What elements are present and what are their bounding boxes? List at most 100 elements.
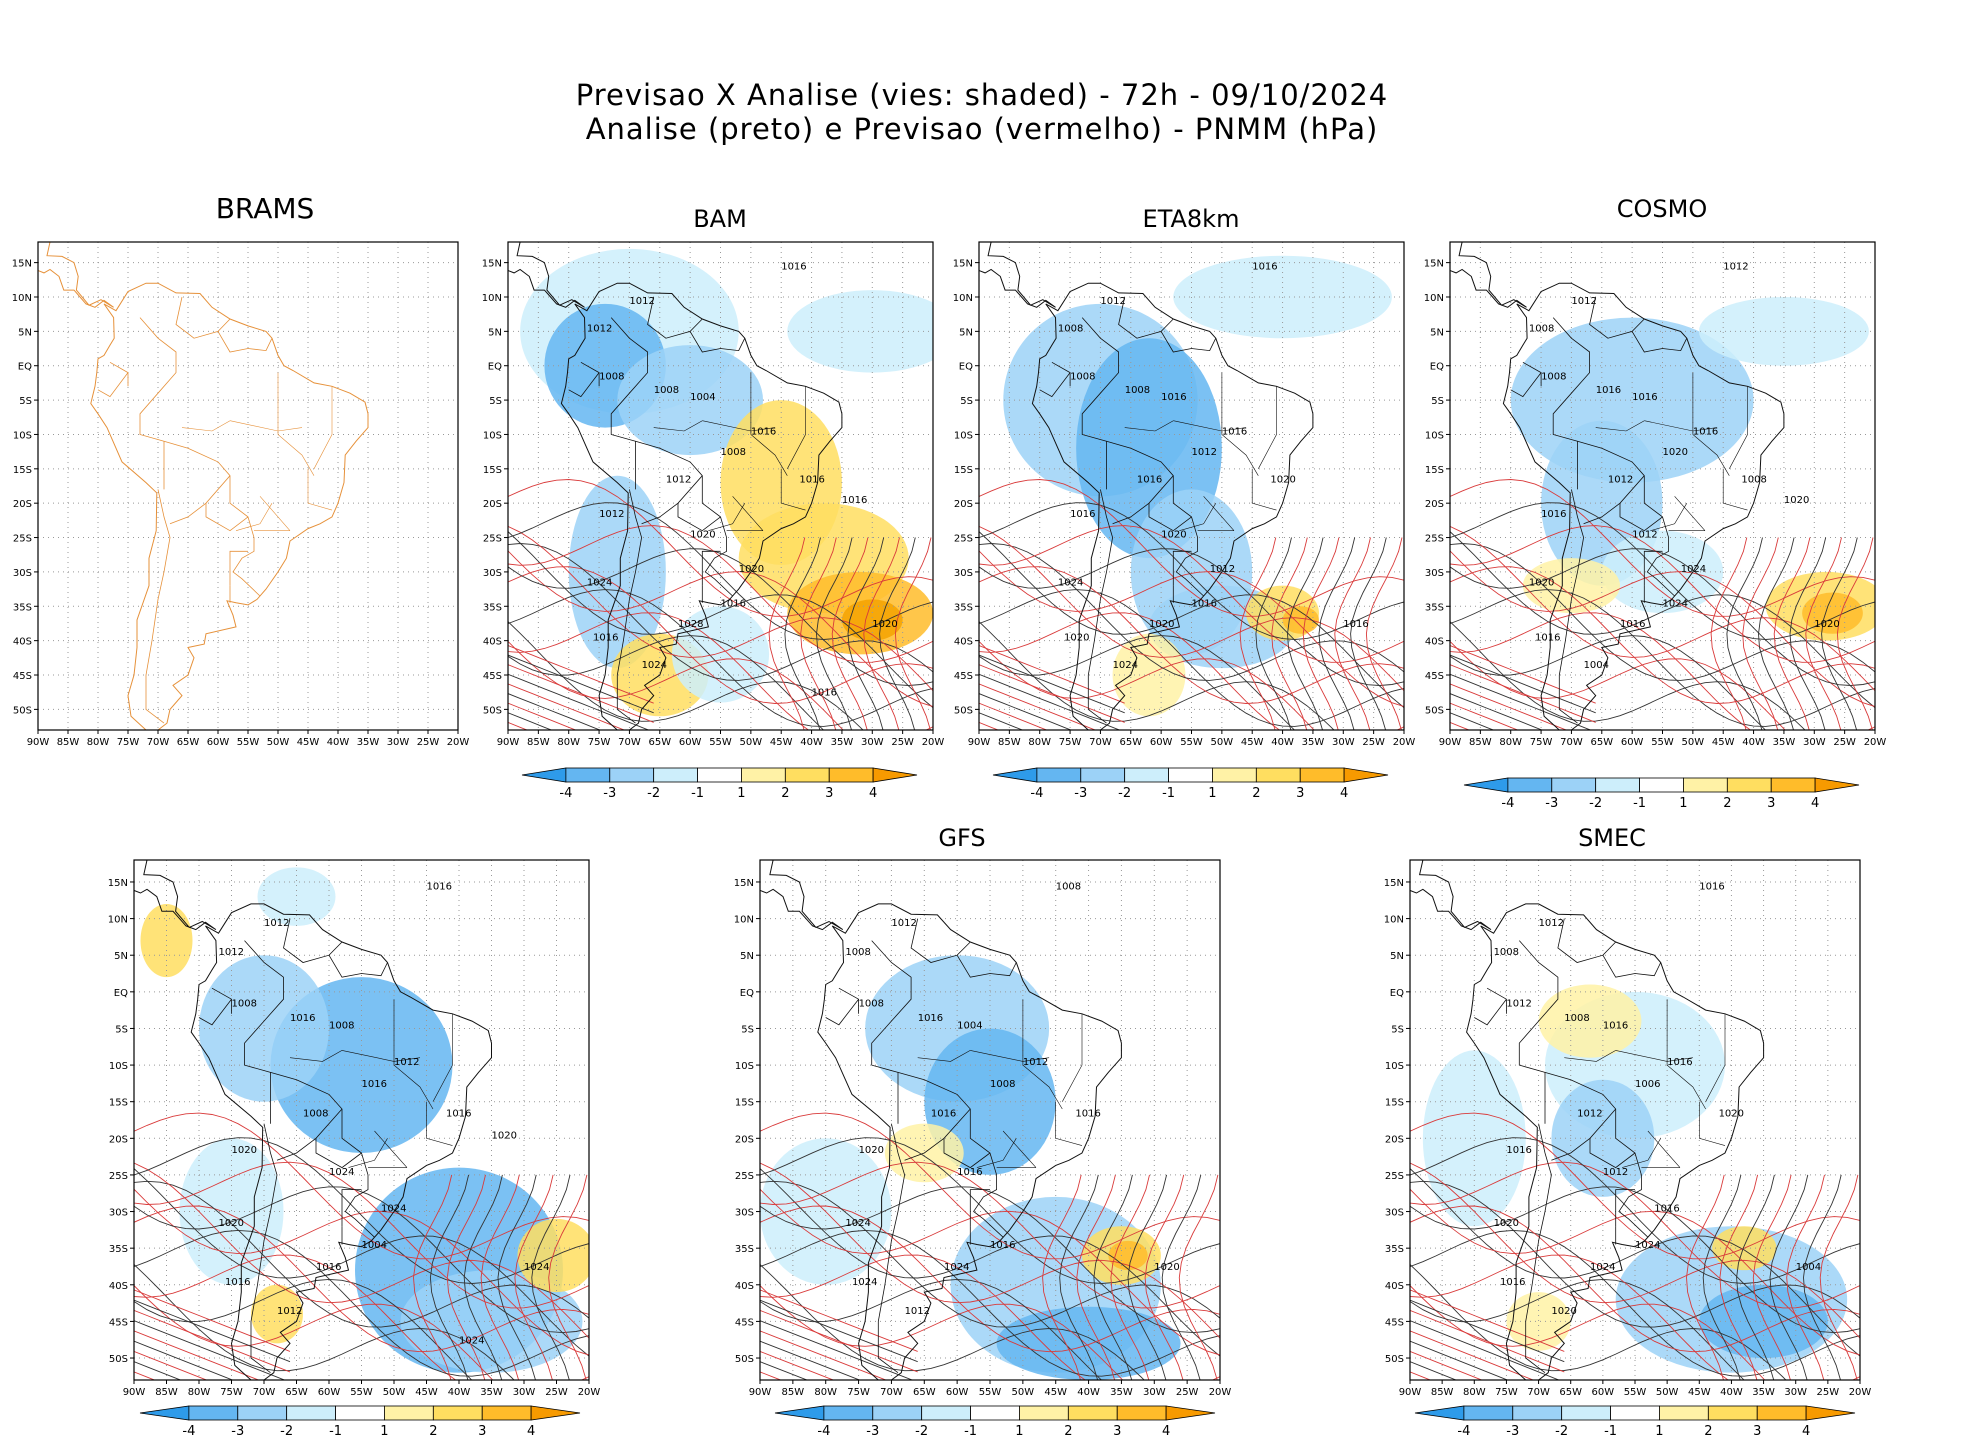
colorbar-segment — [1299, 767, 1345, 783]
colorbar-segment — [1595, 777, 1640, 793]
lat-tick-label: 25S — [109, 1171, 128, 1182]
country-border — [647, 296, 703, 339]
state-border — [780, 468, 806, 511]
isobar-line — [760, 1361, 809, 1380]
lon-tick-label: 35W — [1302, 737, 1325, 748]
isobar-line — [979, 548, 1404, 686]
state-border — [229, 420, 303, 432]
isobar-label: 1020 — [859, 1145, 884, 1156]
state-border — [653, 420, 703, 432]
lat-tick-label: 40S — [13, 637, 32, 648]
colorbar-label: -2 — [1118, 786, 1131, 801]
isobar-label: 1016 — [931, 1108, 956, 1119]
isobar-line — [1450, 645, 1596, 704]
lat-tick-label: 50S — [735, 1354, 754, 1365]
state-border — [393, 999, 434, 1110]
lon-tick-label: 90W — [1439, 737, 1462, 748]
lat-tick-label: 5N — [114, 951, 128, 962]
isobar-label: 1012 — [1632, 530, 1657, 541]
isobar-line — [800, 537, 837, 730]
colorbar: -4 -3 -2 -1 1 2 3 4 — [774, 1405, 1216, 1436]
isobar-line — [768, 537, 806, 730]
isobar-line — [979, 550, 1404, 707]
isobar-line — [760, 1289, 918, 1352]
lon-tick-label: 25W — [1176, 1387, 1199, 1398]
lat-tick-label: 10N — [482, 293, 502, 304]
isobar-line — [463, 1174, 503, 1380]
south-america-coastline — [1502, 282, 1785, 730]
colorbar: -4 -3 -2 -1 1 2 3 4 — [1414, 1405, 1856, 1436]
panel-title-gfs: GFS — [938, 824, 986, 852]
lon-tick-label: 80W — [557, 737, 580, 748]
country-border — [145, 489, 171, 724]
state-border — [708, 503, 746, 531]
country-border — [169, 475, 231, 525]
lon-tick-label: 35W — [480, 1387, 503, 1398]
isobar-line — [508, 640, 844, 730]
state-border — [1595, 420, 1645, 432]
isobar-line — [1836, 537, 1874, 730]
bias-shading — [1108, 1240, 1148, 1271]
colorbar-segment — [188, 1405, 239, 1421]
country-border — [1118, 296, 1174, 339]
state-border — [1647, 1130, 1681, 1168]
lat-tick-label: 5S — [960, 396, 973, 407]
isobar-label: 1016 — [1699, 881, 1724, 892]
country-border — [825, 998, 859, 1026]
isobar-line — [1803, 1174, 1842, 1380]
isobar-label: 1012 — [666, 475, 691, 486]
isobar-label: 1016 — [1632, 392, 1657, 403]
colorbar-arrow-high — [1814, 777, 1860, 793]
country-border — [610, 317, 733, 597]
bias-shading — [1699, 1284, 1828, 1359]
lat-tick-label: 40S — [1385, 1281, 1404, 1292]
isobar-label: 1016 — [1252, 261, 1277, 272]
colorbar-label: 3 — [478, 1424, 486, 1436]
lon-tick-label: 25W — [891, 737, 914, 748]
lon-tick-label: 90W — [1399, 1387, 1422, 1398]
isobar-line — [1450, 664, 1596, 723]
lon-tick-label: 70W — [1527, 1387, 1550, 1398]
lon-tick-label: 60W — [1621, 737, 1644, 748]
panel-title-bam: BAM — [693, 205, 747, 233]
isobar-line — [508, 621, 864, 730]
isobar-line — [979, 683, 1097, 730]
panel-eta8km: 1016 1012 1008 1008 1008 1016 1016 1012 1016 1020… — [953, 241, 1415, 801]
lon-tick-label: 50W — [1682, 737, 1705, 748]
panel-smec: 1016 1012 1008 1012 1008 1016 1016 1006 1012 1020… — [1384, 859, 1871, 1436]
isobar-line — [760, 1112, 1220, 1260]
lon-tick-label: 55W — [350, 1387, 373, 1398]
colorbar-label: 2 — [781, 786, 789, 801]
isobar-label: 1016 — [1343, 619, 1368, 630]
lat-tick-label: 20S — [1385, 1134, 1404, 1145]
state-border — [313, 386, 333, 469]
lon-tick-label: 20W — [1864, 737, 1887, 748]
isobar-label: 1012 — [629, 296, 654, 307]
state-border — [1022, 999, 1063, 1110]
isobar-line — [979, 621, 1335, 730]
isobar-label: 1016 — [812, 688, 837, 699]
isobar-line — [1450, 712, 1495, 730]
isobar-line — [1410, 1278, 1745, 1380]
isobar-label: 1012 — [1210, 564, 1235, 575]
colorbar-arrow-high — [872, 767, 918, 783]
isobar-label: 1016 — [1137, 475, 1162, 486]
isobar-line — [1450, 612, 1875, 730]
country-border — [1160, 331, 1217, 353]
lat-tick-label: 10S — [1385, 1061, 1404, 1072]
isobar-line — [1450, 479, 1875, 617]
isobar-label: 1020 — [1814, 619, 1839, 630]
lon-tick-label: 25W — [417, 737, 440, 748]
isobar-label: 1008 — [329, 1020, 354, 1031]
lon-tick-label: 35W — [1752, 1387, 1775, 1398]
state-border — [917, 1050, 971, 1062]
south-america-coastline — [817, 903, 1122, 1380]
lon-tick-label: 75W — [220, 1387, 243, 1398]
state-border — [1173, 420, 1247, 432]
isobar-line — [1450, 673, 1592, 730]
lat-tick-label: 25S — [735, 1171, 754, 1182]
lat-tick-label: 30S — [109, 1208, 128, 1219]
country-border — [198, 998, 232, 1026]
country-border — [1589, 296, 1645, 339]
